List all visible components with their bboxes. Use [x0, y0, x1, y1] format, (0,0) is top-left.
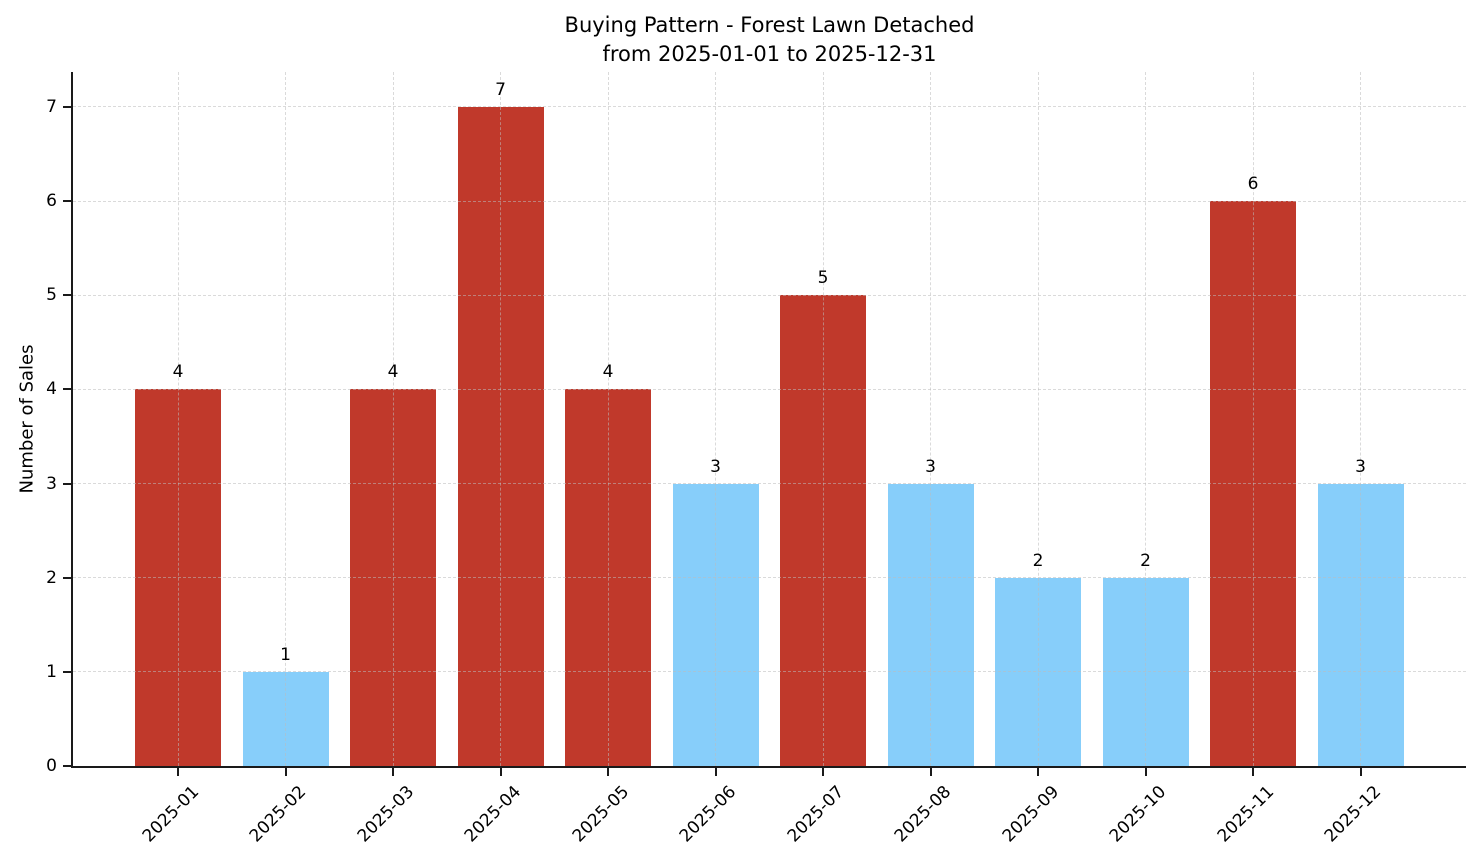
y-tick-mark — [63, 388, 71, 391]
bar — [242, 671, 329, 766]
x-tick-mark — [1252, 768, 1254, 776]
y-tick-mark — [63, 105, 71, 108]
y-tick-mark — [63, 670, 71, 673]
x-tick-mark — [929, 768, 932, 776]
x-axis-spine — [71, 766, 1466, 768]
bar-value-label: 4 — [172, 362, 184, 383]
bar — [1210, 201, 1296, 766]
bar-value-label: 3 — [1355, 456, 1366, 477]
y-tick-mark — [63, 576, 71, 579]
x-tick-mark — [499, 768, 502, 776]
bar — [457, 106, 544, 766]
plot-area: 4 1 4 7 4 3 5 3 2 2 6 3 0 1 2 3 4 5 6 7 2025-01 2025-02 2025-… — [46, 72, 1466, 846]
y-gridline — [73, 106, 1466, 108]
x-tick-mark — [822, 768, 824, 776]
y-tick-label: 3 — [46, 473, 57, 494]
y-axis-title: Number of Sales — [16, 344, 38, 494]
bar-value-label: 1 — [280, 644, 291, 665]
bar-value-label: 2 — [1140, 550, 1151, 571]
y-tick-mark — [63, 200, 71, 202]
x-tick-label: 2025-01 — [138, 782, 204, 847]
y-tick-mark — [63, 765, 71, 767]
y-tick-label: 2 — [46, 567, 57, 588]
bar — [350, 389, 436, 766]
x-tick-label: 2025-09 — [998, 782, 1064, 847]
x-tick-mark — [607, 768, 609, 776]
chart-title: Buying Pattern - Forest Lawn Detached — [564, 13, 975, 37]
bar-value-label: 6 — [1247, 174, 1259, 194]
bar-value-label: 4 — [602, 362, 614, 383]
y-tick-label: 0 — [46, 756, 57, 776]
y-tick-mark — [63, 294, 71, 297]
x-tick-mark — [177, 768, 179, 776]
bar-value-label: 7 — [495, 79, 506, 100]
bar-value-label: 2 — [1032, 550, 1044, 571]
y-axis-spine — [71, 72, 73, 766]
chart-title-block: Buying Pattern - Forest Lawn Detached fr… — [73, 11, 1466, 69]
x-tick-label: 2025-05 — [568, 782, 634, 847]
bar — [887, 483, 974, 766]
y-tick-mark — [63, 482, 71, 485]
bar — [1317, 483, 1404, 766]
y-tick-label: 6 — [46, 191, 57, 211]
chart-subtitle: from 2025-01-01 to 2025-12-31 — [602, 42, 937, 66]
y-tick-label: 7 — [46, 96, 57, 117]
bar — [1102, 577, 1189, 766]
x-tick-label: 2025-02 — [246, 782, 311, 847]
bar-value-label: 3 — [925, 456, 936, 477]
bar — [995, 577, 1081, 766]
bar-value-label: 5 — [817, 268, 829, 289]
x-tick-mark — [1144, 768, 1147, 776]
x-tick-mark — [284, 768, 287, 776]
bar — [135, 389, 221, 766]
y-tick-label: 4 — [46, 379, 57, 400]
x-tick-label: 2025-04 — [461, 782, 526, 847]
bar — [780, 295, 866, 766]
bar — [672, 483, 759, 766]
bar-value-label: 3 — [710, 456, 721, 477]
x-tick-label: 2025-11 — [1213, 782, 1279, 847]
x-tick-label: 2025-03 — [353, 782, 419, 847]
x-tick-mark — [1037, 768, 1039, 776]
x-tick-mark — [392, 768, 394, 776]
x-tick-label: 2025-10 — [1106, 782, 1171, 847]
y-tick-label: 1 — [46, 661, 57, 682]
x-tick-mark — [714, 768, 717, 776]
bar — [565, 389, 651, 766]
x-tick-label: 2025-07 — [783, 782, 849, 847]
x-tick-label: 2025-12 — [1321, 782, 1386, 847]
x-tick-label: 2025-06 — [676, 782, 741, 847]
y-tick-label: 5 — [46, 285, 57, 306]
bar-value-label: 4 — [387, 362, 399, 383]
x-tick-mark — [1359, 768, 1362, 776]
x-tick-label: 2025-08 — [891, 782, 956, 847]
